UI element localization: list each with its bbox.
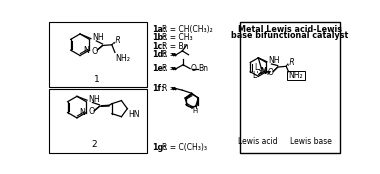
Text: Metal Lewis acid-Lewis: Metal Lewis acid-Lewis bbox=[238, 25, 342, 34]
Text: 1f:: 1f: bbox=[152, 84, 165, 93]
Text: HN: HN bbox=[128, 110, 139, 119]
Text: L: L bbox=[254, 63, 258, 72]
Text: R = Bn: R = Bn bbox=[162, 42, 189, 51]
Text: NH₂: NH₂ bbox=[116, 54, 131, 63]
Bar bbox=[49, 22, 147, 87]
Text: O: O bbox=[92, 47, 98, 56]
Text: N: N bbox=[83, 46, 89, 55]
Text: NH: NH bbox=[92, 33, 104, 42]
Bar bbox=[240, 22, 340, 153]
Bar bbox=[49, 89, 147, 153]
Text: NH: NH bbox=[268, 56, 280, 65]
Text: R =: R = bbox=[162, 50, 179, 59]
Text: R = C(CH₃)₃: R = C(CH₃)₃ bbox=[162, 143, 207, 152]
Text: M: M bbox=[259, 67, 267, 76]
Text: 1c:: 1c: bbox=[152, 42, 166, 51]
Text: R =: R = bbox=[162, 64, 179, 73]
Text: O: O bbox=[191, 64, 197, 73]
Text: L': L' bbox=[252, 71, 258, 80]
Text: NH₂: NH₂ bbox=[288, 71, 303, 80]
Text: ,R: ,R bbox=[114, 36, 122, 45]
Text: 1b:: 1b: bbox=[152, 33, 166, 42]
Text: R = CH(CH₃)₂: R = CH(CH₃)₂ bbox=[162, 25, 213, 34]
Text: base bifunctional catalyst: base bifunctional catalyst bbox=[231, 31, 349, 40]
Text: Lewis base: Lewis base bbox=[290, 136, 332, 145]
Text: 2: 2 bbox=[91, 140, 97, 149]
Text: H: H bbox=[192, 108, 198, 114]
Bar bbox=[287, 71, 305, 80]
Text: ,R: ,R bbox=[288, 58, 295, 67]
Text: 1g:: 1g: bbox=[152, 143, 166, 152]
Text: NH: NH bbox=[88, 95, 100, 104]
Text: 1e:: 1e: bbox=[152, 64, 166, 73]
Text: N: N bbox=[80, 108, 86, 117]
Text: O: O bbox=[89, 107, 95, 116]
Text: N: N bbox=[260, 67, 266, 76]
Text: R = CH₃: R = CH₃ bbox=[162, 33, 193, 42]
Text: Bn: Bn bbox=[199, 64, 209, 73]
Text: 1: 1 bbox=[94, 75, 100, 84]
Text: R =: R = bbox=[162, 84, 179, 93]
Text: 1a:: 1a: bbox=[152, 25, 166, 34]
Text: O: O bbox=[268, 68, 274, 77]
Text: 1d:: 1d: bbox=[152, 50, 166, 59]
Text: Lewis acid: Lewis acid bbox=[239, 136, 278, 145]
